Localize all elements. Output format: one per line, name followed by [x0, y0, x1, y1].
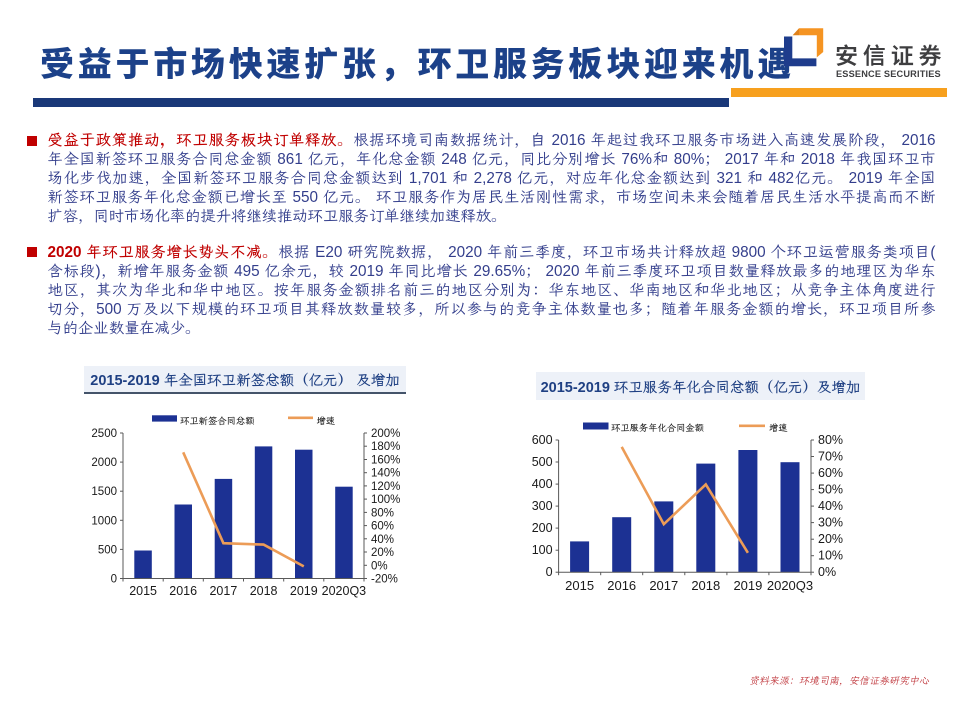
svg-text:2015: 2015 — [129, 584, 157, 598]
svg-text:2015: 2015 — [565, 578, 594, 593]
svg-text:140%: 140% — [371, 468, 400, 480]
svg-text:40%: 40% — [371, 534, 394, 546]
svg-text:160%: 160% — [371, 455, 400, 467]
svg-text:60%: 60% — [818, 466, 843, 480]
svg-text:40%: 40% — [818, 499, 843, 513]
svg-text:400: 400 — [532, 477, 553, 491]
svg-text:100: 100 — [532, 543, 553, 557]
svg-text:-20%: -20% — [371, 574, 398, 586]
svg-text:30%: 30% — [818, 516, 843, 530]
svg-text:500: 500 — [98, 544, 117, 556]
svg-text:500: 500 — [532, 455, 553, 469]
svg-text:2019: 2019 — [290, 584, 318, 598]
svg-text:50%: 50% — [818, 483, 843, 497]
svg-text:2020Q3: 2020Q3 — [767, 578, 813, 593]
svg-text:10%: 10% — [818, 549, 843, 563]
svg-text:2020Q3: 2020Q3 — [322, 584, 367, 598]
svg-text:600: 600 — [532, 433, 553, 447]
svg-text:120%: 120% — [371, 481, 400, 493]
svg-text:20%: 20% — [818, 532, 843, 546]
svg-text:2016: 2016 — [169, 584, 197, 598]
svg-text:2016: 2016 — [607, 578, 636, 593]
svg-text:2000: 2000 — [91, 457, 117, 469]
svg-text:2018: 2018 — [250, 584, 278, 598]
svg-text:2017: 2017 — [649, 578, 678, 593]
svg-text:180%: 180% — [371, 441, 400, 453]
svg-text:1000: 1000 — [91, 515, 117, 527]
svg-text:0%: 0% — [818, 565, 836, 579]
svg-text:2500: 2500 — [91, 428, 117, 440]
svg-text:1500: 1500 — [91, 486, 117, 498]
svg-text:60%: 60% — [371, 521, 394, 533]
svg-text:2018: 2018 — [691, 578, 720, 593]
svg-text:200%: 200% — [371, 428, 400, 440]
svg-text:0%: 0% — [371, 560, 388, 572]
svg-text:2017: 2017 — [209, 584, 237, 598]
svg-text:2019: 2019 — [733, 578, 762, 593]
svg-text:200: 200 — [532, 521, 553, 535]
svg-text:100%: 100% — [371, 494, 400, 506]
svg-text:0: 0 — [111, 574, 117, 586]
svg-text:20%: 20% — [371, 547, 394, 559]
svg-text:300: 300 — [532, 499, 553, 513]
svg-text:0: 0 — [546, 565, 553, 579]
svg-text:80%: 80% — [371, 507, 394, 519]
svg-text:80%: 80% — [818, 433, 843, 447]
svg-text:70%: 70% — [818, 450, 843, 464]
